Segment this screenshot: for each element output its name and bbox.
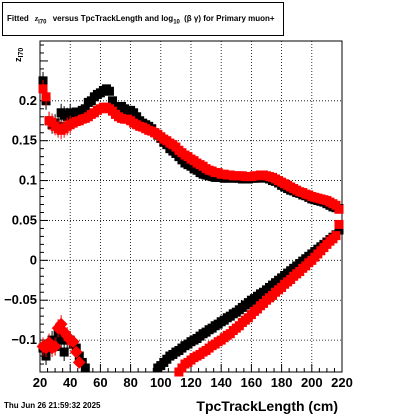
y-tick-label: 0.2 [19, 93, 37, 108]
title-box: Fitted zI70 versus TpcTrackLength and lo… [2, 2, 284, 36]
x-tick-label: 160 [241, 375, 263, 390]
x-axis-ticks: 20 40 60 80 100 120 140 160 180 200 220 [33, 364, 353, 390]
title-z-sub: I70 [38, 19, 47, 26]
x-tick-label: 220 [331, 375, 353, 390]
data-point [74, 351, 84, 361]
x-tick-label: 200 [301, 375, 323, 390]
data-point [331, 231, 341, 241]
grid-lines [40, 41, 342, 372]
data-point [107, 96, 117, 106]
title-versus: versus TpcTrackLength and log [52, 14, 174, 23]
series-red-markers [36, 79, 344, 377]
x-tick-label: 80 [123, 375, 137, 390]
data-point [69, 345, 83, 359]
title-betagamma: (β γ) for Primary muon+ [184, 14, 275, 23]
data-point [72, 356, 86, 369]
data-point [80, 104, 90, 114]
data-point [334, 219, 344, 229]
x-tick-label: 20 [33, 375, 47, 390]
y-tick-label: 0.05 [12, 212, 37, 227]
y-tick-label: −0.1 [11, 332, 37, 347]
title-log-sub: 10 [173, 19, 180, 26]
title-z: z [35, 14, 39, 23]
y-axis-ticks: −0.1 −0.05 0 0.05 0.1 0.15 0.2 [4, 44, 48, 373]
data-point [80, 363, 90, 373]
y-tick-label: −0.05 [4, 292, 37, 307]
x-tick-label: 40 [63, 375, 77, 390]
x-tick-label: 120 [180, 375, 202, 390]
y-tick-label: 0.15 [12, 133, 37, 148]
chart-title: Fitted zI70 versus TpcTrackLength and lo… [7, 14, 275, 26]
data-point [334, 225, 344, 235]
y-axis-label: zI70 [13, 48, 25, 62]
data-point [334, 204, 344, 214]
title-fitted: Fitted [7, 14, 29, 23]
x-tick-label: 180 [271, 375, 293, 390]
x-tick-label: 140 [210, 375, 232, 390]
x-tick-label: 100 [150, 375, 172, 390]
data-point [66, 335, 80, 349]
data-point [104, 86, 114, 96]
y-tick-label: 0 [30, 252, 37, 267]
x-axis-label: TpcTrackLength (cm) [196, 398, 338, 414]
x-tick-label: 60 [93, 375, 107, 390]
y-tick-label: 0.1 [19, 173, 37, 188]
timestamp-footer: Thu Jun 26 21:59:32 2025 [4, 401, 101, 410]
